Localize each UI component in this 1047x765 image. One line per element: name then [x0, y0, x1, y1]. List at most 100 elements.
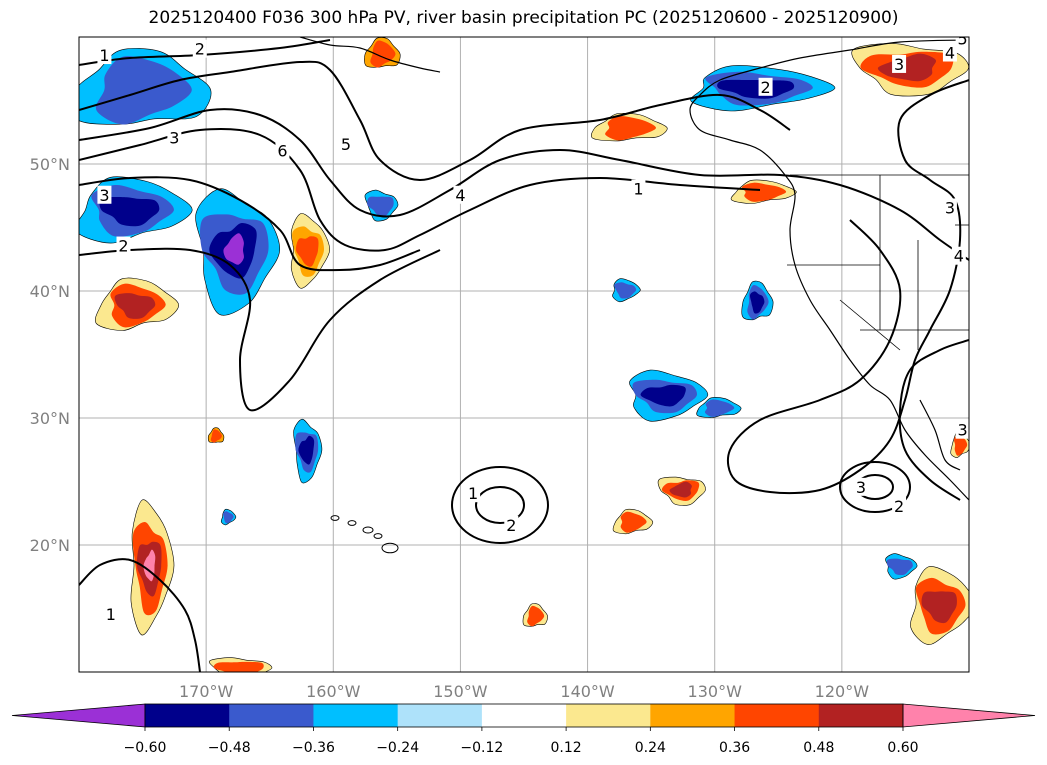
contour-label-bg — [192, 39, 207, 58]
precip-pc-region — [741, 182, 787, 202]
precip-pc-region — [614, 282, 637, 299]
precip-pc-region — [222, 511, 234, 524]
pv-contour-line — [79, 60, 791, 182]
colorbar-bin — [481, 704, 567, 727]
coastline — [919, 399, 961, 471]
colorbar-tick-label: −0.12 — [460, 740, 503, 756]
coastline — [299, 37, 441, 73]
map-background — [79, 37, 969, 672]
colorbar: −0.60 −0.48 −0.36 −0.24 −0.12 0.12 0.24 0.36 0.4… — [11, 703, 1036, 756]
contour-label-bg — [955, 420, 969, 439]
contour-label-bg — [758, 77, 773, 96]
contour-label-bg — [167, 128, 182, 147]
precip-pc-region — [114, 293, 156, 319]
contour-label: 4 — [945, 44, 955, 63]
precip-pc-region — [749, 291, 765, 314]
colorbar-tick-label: −0.60 — [124, 740, 167, 756]
precip-pc-region — [370, 40, 396, 68]
contour-label: 1 — [468, 484, 478, 503]
colorbar-extend-low — [11, 703, 146, 728]
precip-pc-region — [921, 591, 957, 624]
pv-contour-ring — [475, 486, 525, 524]
lat-tick-label: 20°N — [30, 536, 70, 555]
lon-tick-label: 160°W — [306, 682, 361, 701]
pv-contour-ring — [839, 461, 911, 513]
precip-pc-region — [669, 481, 692, 498]
precip-pc-region — [886, 558, 913, 576]
contour-label: 3 — [99, 186, 109, 205]
contour-label: 3 — [958, 421, 968, 440]
pv-contour-line — [79, 128, 761, 252]
coastlines — [299, 37, 969, 554]
pv-contours — [79, 39, 969, 672]
precip-pc-region — [223, 233, 244, 265]
precip-pc-region — [99, 197, 160, 227]
contour-label: 4 — [455, 186, 465, 205]
contour-label-bg — [339, 134, 353, 153]
colorbar-bin — [145, 704, 230, 727]
lon-tick-label: 170°W — [179, 682, 234, 701]
lon-tick-label: 140°W — [560, 682, 615, 701]
contour-label-bg — [466, 484, 481, 503]
colorbar-bin — [397, 704, 483, 727]
pv-contour-line — [726, 79, 969, 495]
colorbar-bin — [650, 704, 736, 727]
pv-contour-line — [79, 108, 969, 261]
contour-label-bg — [951, 246, 966, 265]
coastline — [689, 39, 969, 501]
colorbar-bin — [566, 704, 651, 727]
colorbar-tick-label: 0.24 — [635, 740, 666, 756]
contour-label: 5 — [341, 135, 351, 154]
precip-pc-region — [605, 115, 657, 141]
precip-pc-region — [704, 399, 735, 417]
island — [347, 520, 357, 526]
colorbar-tick-label: 0.12 — [551, 740, 582, 756]
contour-label: 2 — [118, 237, 128, 256]
contour-label: 5 — [958, 30, 968, 49]
contour-label-bg — [631, 179, 646, 198]
contour-label-bg — [275, 141, 290, 160]
pv-contour-ring — [451, 466, 549, 544]
contour-label: 2 — [506, 516, 516, 535]
contour-label-bg — [97, 185, 112, 204]
contour-label: 3 — [894, 55, 904, 74]
contour-label: 1 — [99, 46, 109, 65]
precip-pc-region — [620, 511, 647, 533]
island — [373, 533, 383, 539]
contour-label-bg — [942, 43, 957, 62]
contour-label: 3 — [856, 478, 866, 497]
contour-label: 4 — [954, 247, 964, 266]
precip-pc-region — [527, 605, 545, 627]
contour-label-bg — [892, 54, 907, 73]
lat-tick-label: 40°N — [30, 282, 70, 301]
contour-label: 1 — [633, 179, 643, 198]
lon-tick-label: 130°W — [688, 682, 743, 701]
island — [362, 526, 374, 534]
contour-label-bg — [103, 604, 118, 623]
precip-pc-region — [298, 435, 315, 465]
colorbar-tick-label: 0.36 — [719, 740, 750, 756]
colorbar-tick-label: 0.48 — [803, 740, 834, 756]
axis-tick-labels: 170°W 160°W 150°W 140°W 130°W 120°W 20°N 30°N 40… — [30, 155, 870, 701]
precip-pc-region — [213, 661, 264, 672]
colorbar-bin — [313, 704, 399, 727]
colorbar-frame — [144, 703, 904, 728]
contour-label: 2 — [894, 497, 904, 516]
colorbar-extend-high — [902, 703, 1036, 728]
lon-tick-label: 120°W — [815, 682, 870, 701]
contour-label-bg — [97, 46, 112, 65]
pv-contour-line — [79, 247, 441, 412]
island — [381, 542, 399, 554]
precip-pc-region — [210, 429, 222, 443]
contour-label: 1 — [106, 605, 116, 624]
contour-label: 2 — [760, 78, 770, 97]
precip-pc-region — [877, 53, 936, 82]
contour-label-bg — [116, 236, 131, 255]
pv-contour-line — [79, 176, 421, 272]
precip-pc-region — [367, 196, 394, 217]
map-frame — [78, 36, 970, 673]
contour-label: 3 — [945, 198, 955, 217]
precip-pc-region — [640, 384, 686, 407]
